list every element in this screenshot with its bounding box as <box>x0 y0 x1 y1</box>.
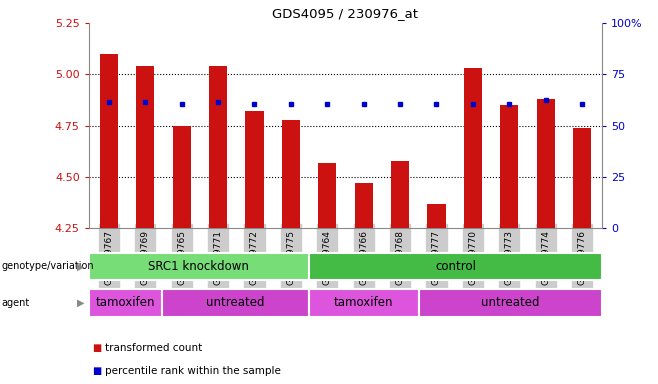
Text: tamoxifen: tamoxifen <box>334 296 393 310</box>
Bar <box>309 253 602 280</box>
Bar <box>89 289 162 317</box>
Bar <box>100 54 118 228</box>
Bar <box>245 111 264 228</box>
Text: untreated: untreated <box>481 296 540 310</box>
Text: transformed count: transformed count <box>105 343 203 353</box>
Text: untreated: untreated <box>206 296 265 310</box>
Bar <box>209 66 227 228</box>
Text: control: control <box>435 260 476 273</box>
Text: genotype/variation: genotype/variation <box>1 262 94 271</box>
Bar <box>500 105 519 228</box>
Text: agent: agent <box>1 298 30 308</box>
Bar <box>162 289 309 317</box>
Bar <box>282 119 300 228</box>
Bar <box>418 289 602 317</box>
Bar <box>427 204 445 228</box>
Bar <box>355 183 372 228</box>
Text: tamoxifen: tamoxifen <box>96 296 155 310</box>
Text: ■: ■ <box>92 343 101 353</box>
Text: percentile rank within the sample: percentile rank within the sample <box>105 366 281 376</box>
Bar <box>464 68 482 228</box>
Bar <box>172 126 191 228</box>
Bar <box>573 128 591 228</box>
Text: SRC1 knockdown: SRC1 knockdown <box>148 260 249 273</box>
Text: ■: ■ <box>92 366 101 376</box>
Bar <box>309 289 418 317</box>
Text: ▶: ▶ <box>77 262 84 271</box>
Bar <box>391 161 409 228</box>
Bar <box>136 66 155 228</box>
Bar <box>536 99 555 228</box>
Title: GDS4095 / 230976_at: GDS4095 / 230976_at <box>272 7 418 20</box>
Bar <box>318 163 336 228</box>
Text: ▶: ▶ <box>77 298 84 308</box>
Bar <box>89 253 309 280</box>
